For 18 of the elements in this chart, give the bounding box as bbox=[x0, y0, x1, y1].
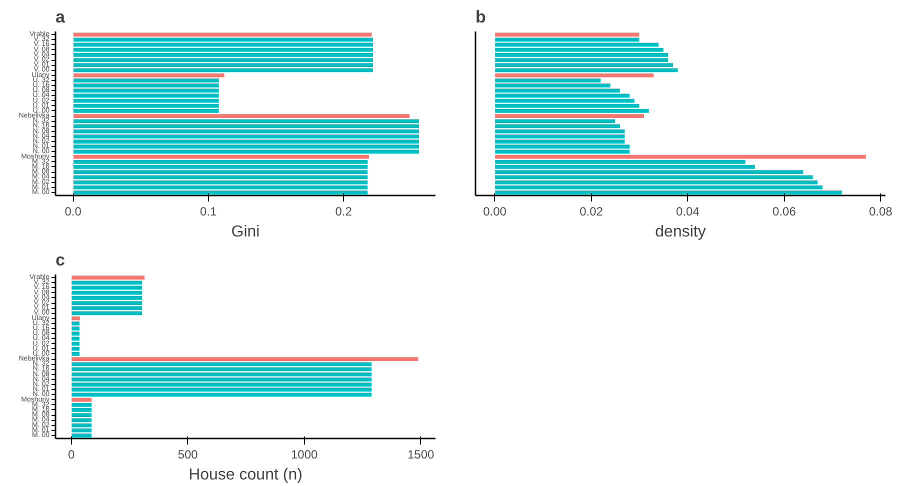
x-tick-label: 0.02 bbox=[580, 204, 604, 218]
x-tick-label: 0.0 bbox=[64, 204, 82, 218]
x-tick-label: 500 bbox=[178, 448, 198, 462]
x-axis-title: Gini bbox=[231, 224, 260, 240]
x-tick-label: 0.06 bbox=[772, 204, 796, 218]
chart-title: a bbox=[56, 8, 66, 26]
x-tick-label: 1000 bbox=[290, 448, 318, 462]
chart-title: b bbox=[476, 8, 486, 26]
chart-title: c bbox=[56, 250, 65, 270]
x-tick-label: 0.1 bbox=[200, 204, 217, 218]
x-tick-label: 0.04 bbox=[676, 204, 700, 218]
x-tick-label: 0 bbox=[68, 448, 76, 462]
x-tick-label: 0.08 bbox=[869, 204, 893, 218]
x-tick-label: 0.2 bbox=[335, 204, 352, 218]
x-axis-title: House count (n) bbox=[188, 466, 302, 484]
x-tick-label: 1500 bbox=[407, 448, 434, 462]
x-axis-title: density bbox=[655, 224, 706, 240]
x-tick-label: 0.00 bbox=[483, 204, 507, 218]
